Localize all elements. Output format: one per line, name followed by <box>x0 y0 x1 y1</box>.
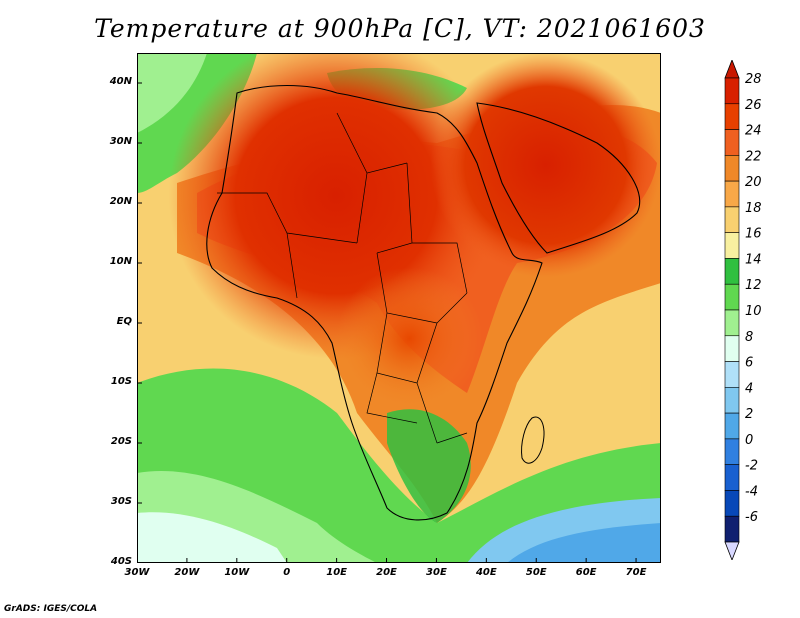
colorbar-segment <box>724 361 740 388</box>
colorbar-segment <box>724 77 740 105</box>
lon-tick-label: 50E <box>525 567 547 578</box>
lon-tick-label: 20W <box>174 567 200 578</box>
colorbar-segment <box>724 309 740 337</box>
africa-coastline <box>206 85 543 521</box>
colorbar-label: 26 <box>745 98 762 113</box>
colorbar-segment <box>724 490 740 517</box>
lat-tick-label: 10S <box>110 376 132 387</box>
colorbar-label: 22 <box>745 149 762 164</box>
colorbar-label: 28 <box>745 72 762 87</box>
field-hot-congo <box>137 53 661 563</box>
colorbar-label: 20 <box>745 175 762 190</box>
country-borders <box>217 112 468 444</box>
colorbar-label: -2 <box>745 459 758 474</box>
colorbar-label: 0 <box>745 433 753 448</box>
lat-tick-label: 20N <box>109 196 132 207</box>
lon-tick-label: 10W <box>224 567 250 578</box>
lon-tick-label: 20E <box>376 567 397 578</box>
colorbar-label: 16 <box>745 227 762 242</box>
field-southern-africa <box>387 409 471 523</box>
colorbar-label: 4 <box>745 381 753 396</box>
colorbar-segment <box>724 283 740 311</box>
lon-tick-label: 60E <box>575 567 597 578</box>
map-title: Temperature at 900hPa [C], VT: 202106160… <box>94 14 706 43</box>
lon-tick-label: 40E <box>475 567 497 578</box>
colorbar-label: 14 <box>745 252 762 267</box>
colorbar-label: 18 <box>745 201 762 216</box>
colorbar-segment <box>724 258 740 285</box>
colorbar-label: 8 <box>745 330 753 345</box>
colorbar-label: 24 <box>745 124 762 139</box>
colorbar-label: -4 <box>745 484 758 499</box>
colorbar-segment <box>724 515 740 543</box>
lat-tick-label: 30N <box>109 136 132 147</box>
lat-tick-label: 30S <box>110 496 132 507</box>
colorbar-label: 12 <box>745 278 762 293</box>
lat-tick-label: 20S <box>110 436 132 447</box>
colorbar-label: 2 <box>745 407 753 422</box>
lat-tick-label: 40S <box>110 556 132 567</box>
madagascar-coastline <box>521 416 545 464</box>
colorbar-segment <box>724 206 740 233</box>
colorbar-under-triangle <box>724 541 740 560</box>
colorbar-label: -6 <box>745 510 758 525</box>
lon-tick-label: 0 <box>283 567 291 578</box>
lon-tick-label: 30W <box>124 567 150 578</box>
colorbar-segment <box>724 464 740 491</box>
colorbar-label: 10 <box>745 304 762 319</box>
colorbar-segment <box>724 155 740 182</box>
arabia-coastline <box>476 102 641 254</box>
map-ticks <box>137 82 637 563</box>
colorbar-segment <box>724 180 740 208</box>
colorbar-segment <box>724 412 740 440</box>
colorbar-segment <box>724 335 740 362</box>
lon-tick-label: 70E <box>625 567 647 578</box>
colorbar-segment <box>724 103 740 130</box>
colorbar-label: 6 <box>745 356 753 371</box>
map-border <box>137 53 661 563</box>
colorbar-segment <box>724 129 740 156</box>
lat-tick-label: EQ <box>116 316 132 327</box>
colorbar-segment <box>724 232 740 259</box>
lat-tick-label: 10N <box>109 256 132 267</box>
lon-tick-label: 10E <box>326 567 347 578</box>
colorbar-segment <box>724 387 740 414</box>
colorbar-segment <box>724 438 740 465</box>
colorbar-over-triangle <box>724 60 740 79</box>
lat-tick-label: 40N <box>109 76 132 87</box>
temperature-map <box>137 53 661 563</box>
lon-tick-label: 30E <box>426 567 447 578</box>
grads-credit: GrADS: IGES/COLA <box>4 604 98 614</box>
